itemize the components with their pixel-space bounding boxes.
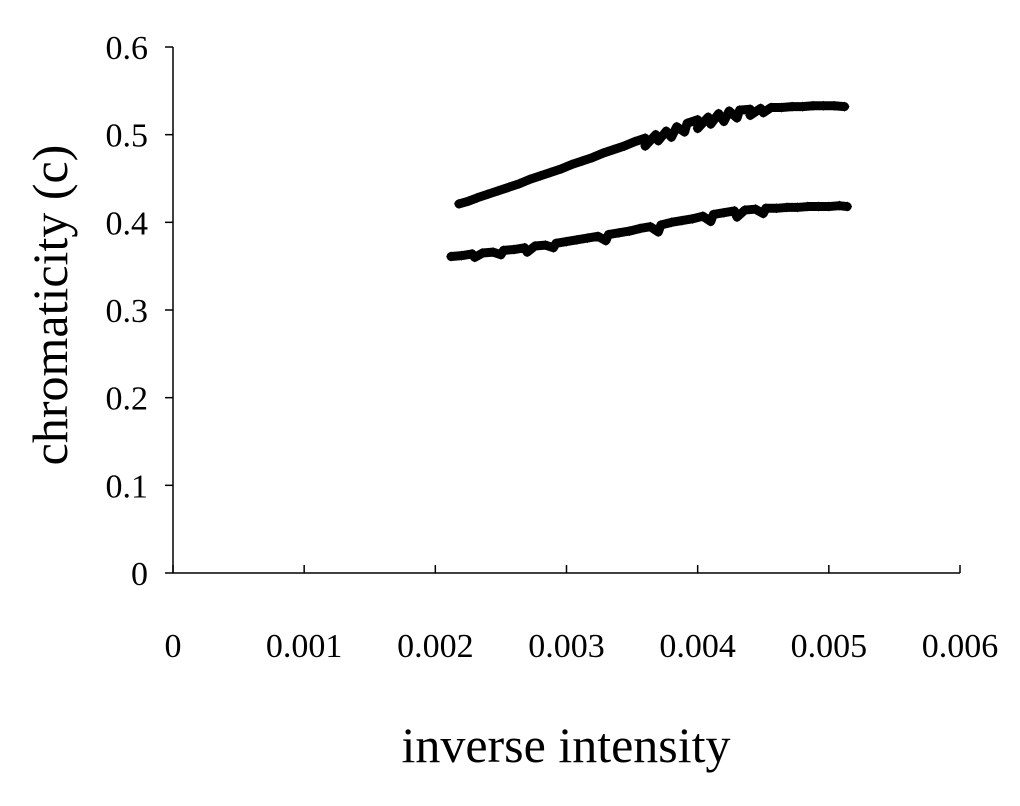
x-tick-label: 0 [165,628,182,665]
y-tick-label: 0.4 [106,205,149,242]
y-axis-label: chromaticity (c) [22,145,78,466]
series-2 [446,200,853,263]
y-tick-label: 0 [131,556,148,593]
y-tick-label: 0.6 [106,30,149,67]
x-tick-label: 0.006 [922,628,999,665]
series-1 [453,100,850,209]
axis-labels: chromaticity (c) inverse intensity [22,145,731,773]
x-tick-label: 0.002 [397,628,474,665]
x-tick-label: 0.005 [791,628,868,665]
x-axis-label: inverse intensity [401,717,730,773]
y-tick-label: 0.5 [106,118,149,155]
scatter-band [454,101,850,209]
y-tick-label: 0.3 [106,293,149,330]
axes: 0 0.001 0.002 0.003 0.004 0.005 0.006 0 0.1 0.2 0.… [106,30,999,665]
x-tick-label: 0.003 [528,628,605,665]
y-tick-label: 0.1 [106,468,149,505]
x-tick-label: 0.004 [659,628,736,665]
data-points [446,100,853,263]
x-tick-label: 0.001 [266,628,343,665]
y-tick-label: 0.2 [106,381,149,418]
scatter-band [446,201,852,262]
